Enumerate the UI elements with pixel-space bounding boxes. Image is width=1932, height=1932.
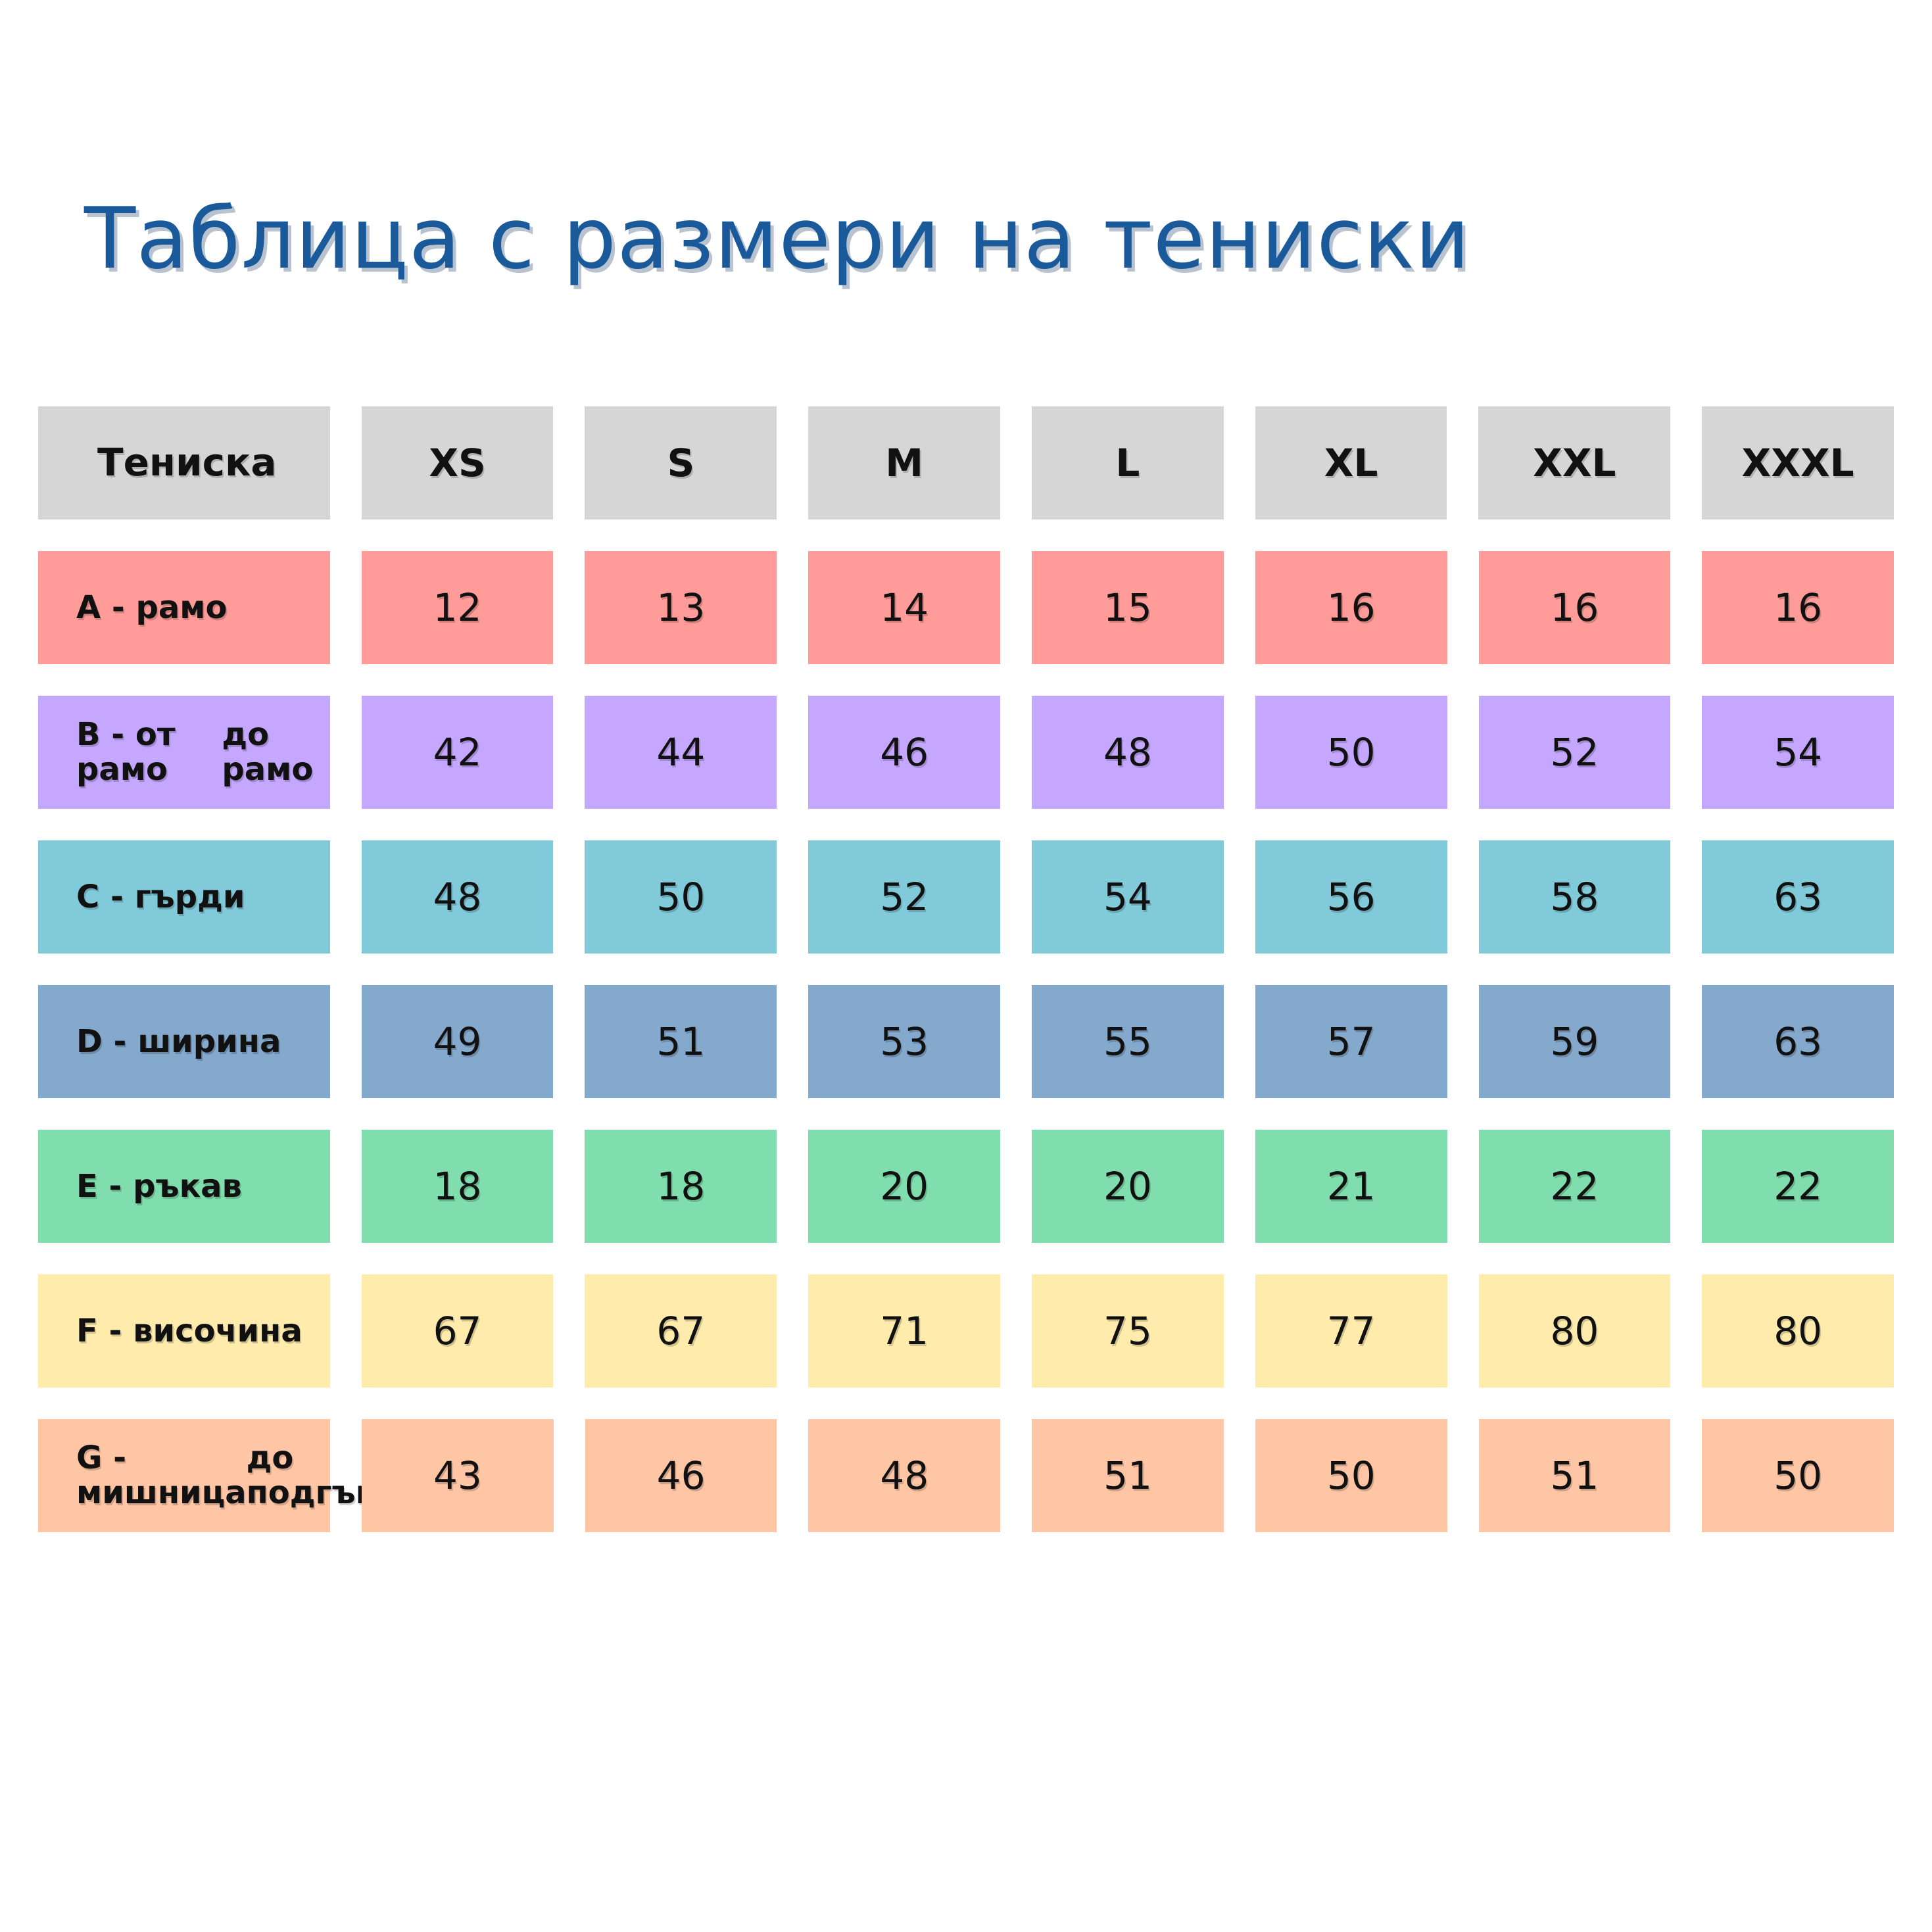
value-cell: 57 [1255,985,1447,1098]
value-cell: 16 [1255,551,1447,664]
value-cell: 50 [1255,696,1447,809]
measure-row-d: D - ширина 49 51 53 55 57 59 63 [38,985,1895,1098]
row-label: B - от рамо до рамо [38,696,330,809]
value-cell: 54 [1031,840,1224,954]
value-cell: 56 [1255,840,1447,954]
row-label-line2: до рамо [222,716,314,788]
size-table: Тениска XS S M L XL XXL XXXL A - рамо 12… [38,406,1895,1532]
value-cell: 51 [1478,1419,1671,1532]
header-label-cell: Тениска [38,406,330,519]
value-cell: 63 [1702,985,1895,1098]
value-cell: 67 [585,1274,777,1388]
measure-row-e: E - ръкав 18 18 20 20 21 22 22 [38,1130,1895,1243]
row-label: D - ширина [38,985,330,1098]
row-label: C - гърди [38,840,330,954]
value-cell: 49 [361,985,554,1098]
value-cell: 18 [361,1130,554,1243]
value-cell: 22 [1478,1130,1671,1243]
value-cell: 43 [362,1419,554,1532]
value-cell: 77 [1255,1274,1447,1388]
value-cell: 50 [585,840,777,954]
value-cell: 44 [585,696,777,809]
row-label-line1: E - ръкав [76,1167,242,1205]
measure-row-f: F - височина 67 67 71 75 77 80 80 [38,1274,1895,1388]
size-header-xxl: XXL [1478,406,1671,519]
value-cell: 12 [361,551,554,664]
row-label-line1: F - височина [76,1312,302,1349]
measure-row-c: C - гърди 48 50 52 54 56 58 63 [38,840,1895,954]
value-cell: 20 [808,1130,1000,1243]
value-cell: 67 [361,1274,554,1388]
value-cell: 50 [1255,1419,1447,1532]
value-cell: 48 [808,1419,1001,1532]
value-cell: 46 [808,696,1000,809]
size-header-xxxl: XXXL [1702,406,1894,519]
value-cell: 75 [1031,1274,1224,1388]
value-cell: 55 [1031,985,1224,1098]
value-cell: 18 [585,1130,777,1243]
row-label-line1: A - рамо [76,589,228,626]
size-header-s: S [585,406,777,519]
row-label-line1: C - гърди [76,878,245,915]
value-cell: 13 [585,551,777,664]
size-header-l: L [1031,406,1224,519]
value-cell: 16 [1702,551,1895,664]
value-cell: 21 [1255,1130,1447,1243]
value-cell: 53 [808,985,1000,1098]
value-cell: 80 [1702,1274,1895,1388]
value-cell: 16 [1478,551,1671,664]
value-cell: 63 [1702,840,1895,954]
value-cell: 58 [1478,840,1671,954]
value-cell: 80 [1478,1274,1671,1388]
value-cell: 52 [808,840,1000,954]
size-header-xl: XL [1255,406,1447,519]
measure-row-a: A - рамо 12 13 14 15 16 16 16 [38,551,1895,664]
value-cell: 59 [1478,985,1671,1098]
measure-row-g: G - мишница до подгъв 43 46 48 51 50 51 … [38,1419,1895,1532]
value-cell: 48 [1031,696,1224,809]
value-cell: 48 [361,840,554,954]
value-cell: 20 [1031,1130,1224,1243]
header-row: Тениска XS S M L XL XXL XXXL [38,406,1894,519]
row-label: E - ръкав [38,1130,330,1243]
measure-row-b: B - от рамо до рамо 42 44 46 48 50 52 54 [38,696,1895,809]
size-header-m: M [808,406,1000,519]
row-label-line1: D - ширина [76,1023,281,1060]
value-cell: 22 [1702,1130,1895,1243]
size-header-xs: XS [361,406,554,519]
page-title: Таблица с размери на тениски [84,190,1470,288]
value-cell: 42 [361,696,554,809]
value-cell: 52 [1478,696,1671,809]
value-cell: 14 [808,551,1000,664]
value-cell: 46 [585,1419,777,1532]
row-label-line2: до подгъв [246,1439,376,1511]
row-label: A - рамо [38,551,330,664]
value-cell: 51 [1032,1419,1224,1532]
row-label-line1: G - мишница [76,1439,247,1511]
row-label: G - мишница до подгъв [38,1419,375,1532]
row-label: F - височина [38,1274,330,1388]
value-cell: 51 [585,985,777,1098]
value-cell: 54 [1702,696,1895,809]
value-cell: 50 [1702,1419,1895,1532]
row-label-line1: B - от рамо [76,716,176,788]
value-cell: 71 [808,1274,1000,1388]
value-cell: 15 [1031,551,1224,664]
